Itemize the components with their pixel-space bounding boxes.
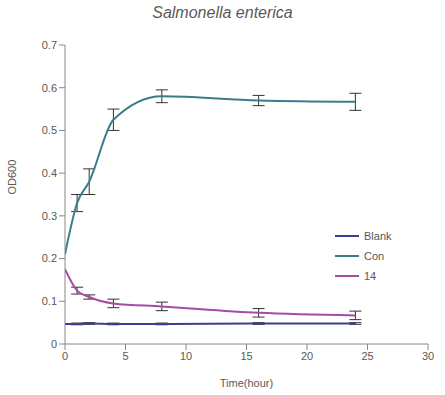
svg-text:15: 15 — [240, 350, 252, 362]
svg-text:0: 0 — [51, 338, 57, 350]
svg-text:0.2: 0.2 — [42, 252, 57, 264]
svg-text:0.5: 0.5 — [42, 124, 57, 136]
svg-text:0.6: 0.6 — [42, 82, 57, 94]
svg-text:0.3: 0.3 — [42, 210, 57, 222]
svg-text:Time(hour): Time(hour) — [220, 377, 273, 389]
svg-text:0.4: 0.4 — [42, 167, 57, 179]
svg-text:OD600: OD600 — [8, 160, 18, 195]
svg-text:0.1: 0.1 — [42, 295, 57, 307]
svg-text:20: 20 — [301, 350, 313, 362]
svg-text:5: 5 — [122, 350, 128, 362]
html-text:Blank: Blank — [364, 230, 392, 242]
svg-text:30: 30 — [422, 350, 434, 362]
svg-text:10: 10 — [180, 350, 192, 362]
svg-text:0: 0 — [62, 350, 68, 362]
html-text:14: 14 — [364, 270, 377, 282]
html-text:Salmonella enterica: Salmonella enterica — [152, 4, 293, 21]
svg-text:25: 25 — [361, 350, 373, 362]
html-text:Con: Con — [364, 250, 385, 262]
svg-text:0.7: 0.7 — [42, 39, 57, 51]
